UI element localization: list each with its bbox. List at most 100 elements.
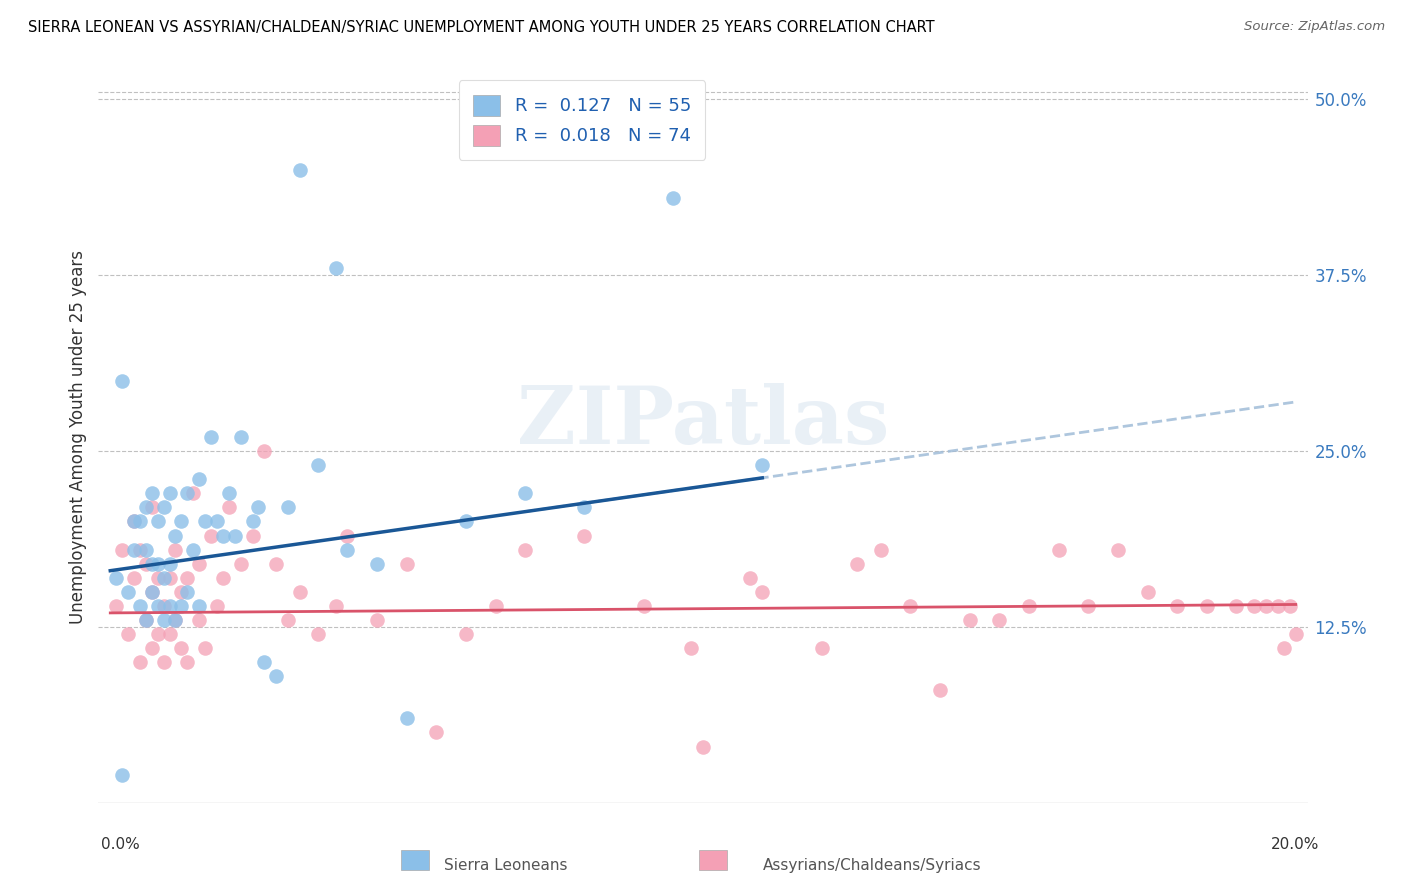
Point: [1047, 542, 1070, 557]
Point: [242, 515, 264, 529]
Point: [135, 613, 157, 627]
Point: [165, 528, 187, 542]
Point: [1077, 599, 1099, 613]
Point: [751, 458, 773, 473]
Point: [122, 542, 145, 557]
Point: [170, 584, 193, 599]
Point: [395, 557, 418, 571]
Point: [188, 557, 211, 571]
Point: [152, 613, 174, 627]
Point: [205, 515, 228, 529]
Point: [988, 613, 1011, 627]
Point: [692, 739, 714, 754]
Point: [135, 542, 157, 557]
Text: Assyrians/Chaldeans/Syriacs: Assyrians/Chaldeans/Syriacs: [762, 858, 981, 873]
Point: [105, 599, 128, 613]
Point: [146, 627, 169, 641]
Point: [111, 374, 134, 388]
Bar: [401, 850, 429, 870]
Point: [111, 542, 134, 557]
Point: [1254, 599, 1277, 613]
Point: [1272, 641, 1295, 656]
Text: Sierra Leoneans: Sierra Leoneans: [444, 858, 568, 873]
Point: [170, 599, 193, 613]
Point: [1195, 599, 1218, 613]
Point: [277, 613, 299, 627]
Point: [176, 486, 198, 500]
Point: [165, 542, 187, 557]
Point: [188, 599, 211, 613]
Point: [1285, 627, 1308, 641]
Point: [740, 571, 762, 585]
Point: [152, 571, 174, 585]
Point: [336, 528, 359, 542]
Point: [159, 627, 181, 641]
Point: [425, 725, 447, 739]
Point: [264, 557, 287, 571]
Point: [307, 458, 329, 473]
Point: [1107, 542, 1129, 557]
Point: [224, 528, 246, 542]
Point: [141, 584, 163, 599]
Point: [181, 486, 204, 500]
Point: [277, 500, 299, 515]
Point: [959, 613, 981, 627]
Point: [111, 767, 134, 781]
Point: [176, 571, 198, 585]
Point: [200, 430, 222, 444]
Point: [165, 613, 187, 627]
Point: [105, 571, 128, 585]
Bar: [699, 850, 727, 870]
Point: [141, 641, 163, 656]
Point: [129, 599, 152, 613]
Point: [229, 557, 252, 571]
Point: [574, 500, 596, 515]
Point: [194, 515, 217, 529]
Point: [307, 627, 329, 641]
Point: [159, 599, 181, 613]
Point: [129, 515, 152, 529]
Point: [141, 584, 163, 599]
Point: [846, 557, 869, 571]
Point: [141, 500, 163, 515]
Point: [159, 557, 181, 571]
Point: [253, 444, 276, 458]
Point: [152, 500, 174, 515]
Point: [515, 486, 537, 500]
Point: [751, 584, 773, 599]
Point: [454, 627, 477, 641]
Point: [159, 571, 181, 585]
Point: [681, 641, 703, 656]
Point: [1225, 599, 1247, 613]
Point: [122, 515, 145, 529]
Point: [325, 261, 347, 276]
Point: [366, 613, 388, 627]
Point: [122, 571, 145, 585]
Point: [454, 515, 477, 529]
Point: [141, 486, 163, 500]
Point: [146, 515, 169, 529]
Point: [229, 430, 252, 444]
Point: [900, 599, 922, 613]
Point: [264, 669, 287, 683]
Point: [336, 542, 359, 557]
Point: [170, 641, 193, 656]
Point: [117, 584, 139, 599]
Text: Source: ZipAtlas.com: Source: ZipAtlas.com: [1244, 20, 1385, 33]
Point: [366, 557, 388, 571]
Point: [1267, 599, 1289, 613]
Point: [194, 641, 217, 656]
Y-axis label: Unemployment Among Youth under 25 years: Unemployment Among Youth under 25 years: [69, 250, 87, 624]
Point: [218, 500, 240, 515]
Point: [869, 542, 891, 557]
Point: [165, 613, 187, 627]
Point: [146, 557, 169, 571]
Point: [159, 486, 181, 500]
Legend: R =  0.127   N = 55, R =  0.018   N = 74: R = 0.127 N = 55, R = 0.018 N = 74: [458, 80, 706, 160]
Point: [1278, 599, 1301, 613]
Point: [395, 711, 418, 725]
Point: [122, 515, 145, 529]
Point: [205, 599, 228, 613]
Point: [247, 500, 270, 515]
Point: [212, 571, 235, 585]
